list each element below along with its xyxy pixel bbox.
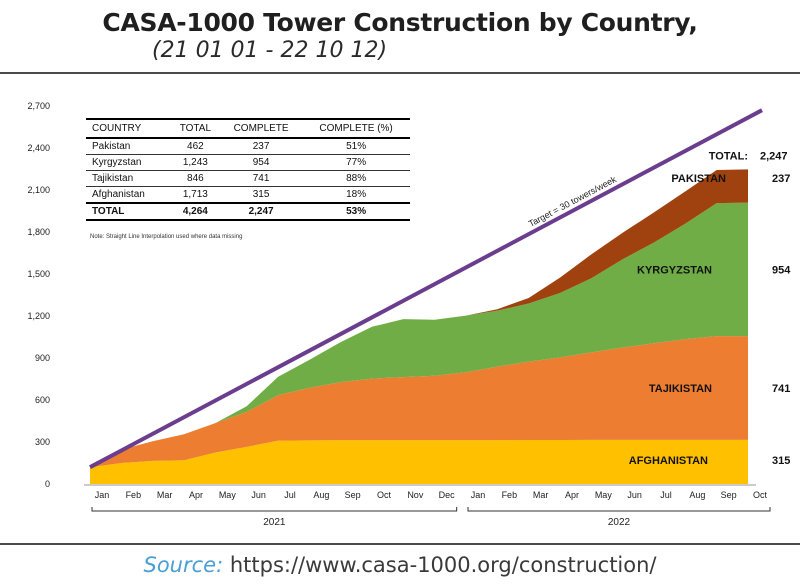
y-tick-label: 900 — [35, 353, 50, 363]
bottom-divider — [0, 543, 800, 545]
cell-pct: 77% — [302, 154, 410, 171]
table-note: Note: Straight Line Interpolation used w… — [90, 234, 243, 240]
x-tick-label: Oct — [753, 490, 768, 500]
y-tick-label: 300 — [35, 437, 50, 447]
y-tick-label: 2,100 — [27, 185, 50, 195]
x-tick-label: May — [219, 490, 237, 500]
total-complete: 2,247 — [219, 202, 303, 221]
cell-complete: 741 — [219, 170, 303, 187]
source-label: Source: — [143, 553, 224, 577]
x-tick-label: Mar — [157, 490, 173, 500]
area-afghanistan — [90, 439, 748, 484]
table-header-row: COUNTRY TOTAL COMPLETE COMPLETE (%) — [86, 118, 410, 139]
table-row: Pakistan 462 237 51% — [86, 138, 410, 155]
x-tick-label: Jul — [660, 490, 672, 500]
cell-total: 1,713 — [170, 186, 220, 204]
cell-pct: 88% — [302, 170, 410, 187]
summary-table: COUNTRY TOTAL COMPLETE COMPLETE (%) Paki… — [86, 118, 410, 221]
series-value-afghanistan: 315 — [772, 455, 790, 467]
x-tick-label: Sep — [721, 490, 737, 500]
x-tick-label: Jul — [284, 490, 296, 500]
cell-total: 846 — [170, 170, 220, 187]
chart-title: CASA-1000 Tower Construction by Country, — [102, 8, 698, 37]
y-tick-label: 1,200 — [27, 311, 50, 321]
target-line — [89, 108, 763, 469]
y-tick-label: 600 — [35, 395, 50, 405]
x-tick-label: Aug — [689, 490, 705, 500]
x-tick-label: May — [595, 490, 613, 500]
area-pakistan — [90, 169, 748, 466]
header-complete-pct: COMPLETE (%) — [302, 118, 410, 139]
y-tick-label: 0 — [45, 479, 50, 489]
year-bracket — [91, 507, 458, 512]
x-tick-label: Jan — [95, 490, 110, 500]
cell-country: Pakistan — [86, 138, 171, 155]
header-complete: COMPLETE — [219, 118, 303, 139]
x-tick-label: Feb — [502, 490, 518, 500]
x-tick-label: Jun — [627, 490, 642, 500]
chart-area: 0 300 600 900 1,200 1,500 1,800 2,100 2,400 2,700… — [27, 101, 791, 528]
stacked-areas — [90, 169, 748, 484]
table-total-row: TOTAL 4,264 2,247 53% — [86, 202, 410, 221]
total-label: TOTAL — [86, 202, 171, 221]
table-row: Tajikistan 846 741 88% — [86, 170, 410, 187]
cell-total: 462 — [170, 138, 220, 155]
header-country: COUNTRY — [86, 118, 171, 139]
x-tick-label: Nov — [407, 490, 424, 500]
top-divider — [0, 72, 800, 74]
x-tick-label: Feb — [126, 490, 142, 500]
series-value-kyrgyzstan: 954 — [772, 264, 791, 276]
cell-complete: 315 — [219, 186, 303, 204]
area-kyrgyzstan — [90, 202, 748, 466]
cell-complete: 954 — [219, 154, 303, 171]
year-label: 2021 — [263, 517, 286, 528]
cell-complete: 237 — [219, 138, 303, 155]
table-row: Kyrgyzstan 1,243 954 77% — [86, 154, 410, 171]
y-tick-label: 1,800 — [27, 227, 50, 237]
table-row: Afghanistan 1,713 315 18% — [86, 186, 410, 204]
header-total: TOTAL — [170, 118, 220, 139]
series-value-tajikistan: 741 — [772, 383, 790, 395]
x-tick-label: Sep — [345, 490, 361, 500]
x-tick-label: Jun — [251, 490, 266, 500]
source-line: Source: https://www.casa-1000.org/constr… — [0, 553, 800, 577]
series-label-afghanistan: AFGHANISTAN — [629, 455, 708, 467]
total-value: 2,247 — [760, 150, 788, 162]
total-pct: 53% — [302, 202, 410, 221]
series-label-pakistan: PAKISTAN — [671, 173, 726, 185]
year-bracket — [467, 507, 771, 512]
x-axis: Jan Feb Mar Apr May Jun Jul Aug Sep Oct Nov Dec Jan F… — [84, 484, 771, 528]
total-total: 4,264 — [170, 202, 220, 221]
cell-pct: 18% — [302, 186, 410, 204]
year-label: 2022 — [608, 517, 631, 528]
cell-pct: 51% — [302, 138, 410, 155]
total-label: TOTAL: — [709, 150, 748, 162]
area-tajikistan — [90, 336, 748, 468]
x-tick-label: Apr — [189, 490, 203, 500]
x-tick-label: Mar — [533, 490, 549, 500]
y-axis-labels: 0 300 600 900 1,200 1,500 1,800 2,100 2,400 2,700 — [27, 101, 50, 489]
y-tick-label: 2,400 — [27, 143, 50, 153]
series-value-pakistan: 237 — [772, 173, 790, 185]
cell-country: Tajikistan — [86, 170, 171, 187]
source-url[interactable]: https://www.casa-1000.org/construction/ — [229, 553, 657, 577]
y-tick-label: 2,700 — [27, 101, 50, 111]
y-tick-label: 1,500 — [27, 269, 50, 279]
x-tick-label: Jan — [471, 490, 486, 500]
target-line-label: Target = 30 towers/week — [527, 174, 619, 229]
x-tick-label: Apr — [565, 490, 579, 500]
x-tick-label: Aug — [313, 490, 329, 500]
series-labels: AFGHANISTAN 315 TAJIKISTAN 741 KYRGYZSTAN 954… — [629, 150, 791, 467]
chart-subtitle: (21 01 01 - 22 10 12) — [152, 38, 388, 63]
cell-country: Kyrgyzstan — [86, 154, 171, 171]
series-label-kyrgyzstan: KYRGYZSTAN — [637, 264, 712, 276]
x-tick-label: Dec — [439, 490, 456, 500]
cell-total: 1,243 — [170, 154, 220, 171]
x-tick-label: Oct — [377, 490, 392, 500]
cell-country: Afghanistan — [86, 186, 171, 204]
series-label-tajikistan: TAJIKISTAN — [649, 383, 712, 395]
